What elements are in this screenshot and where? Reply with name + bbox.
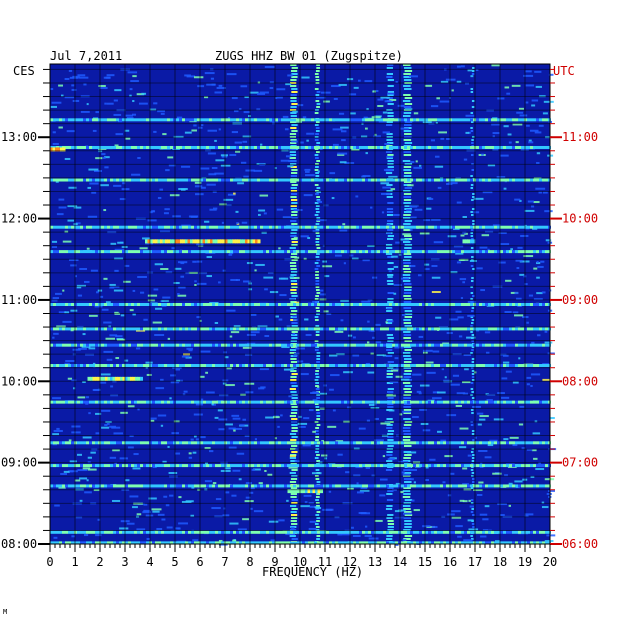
- localized-event-0: [145, 239, 261, 244]
- x-axis-title: FREQUENCY (HZ): [262, 565, 363, 579]
- x-tick-label-4: 4: [146, 555, 153, 569]
- x-tick-label-11: 11: [318, 555, 332, 569]
- right-tick-label-0: 11:00: [562, 130, 598, 144]
- left-tick-label-1: 12:00: [1, 212, 37, 226]
- x-tick-label-15: 15: [418, 555, 432, 569]
- x-tick-label-10: 10: [293, 555, 307, 569]
- x-tick-label-5: 5: [171, 555, 178, 569]
- x-tick-label-0: 0: [46, 555, 53, 569]
- right-tick-label-1: 10:00: [562, 212, 598, 226]
- right-tick-label-5: 06:00: [562, 537, 598, 551]
- header-date: Jul 7,2011: [50, 49, 122, 63]
- frequency-axis: 0 1 2 3 4 5 6 7 8 9 10 11 12 13 14 15 16 17 18 19 20: [46, 544, 557, 569]
- broadband-event-10: [50, 441, 551, 445]
- x-tick-label-14: 14: [393, 555, 407, 569]
- x-tick-label-19: 19: [518, 555, 532, 569]
- footer-mark: M: [3, 608, 7, 616]
- x-tick-label-6: 6: [196, 555, 203, 569]
- broadband-event-1: [50, 145, 551, 149]
- localized-event-1: [462, 239, 476, 244]
- broadband-event-6: [50, 327, 551, 331]
- x-tick-label-17: 17: [468, 555, 482, 569]
- left-tick-label-3: 10:00: [1, 374, 37, 388]
- x-tick-label-8: 8: [246, 555, 253, 569]
- right-time-axis: 11:00 10:00 09:00 08:00 07:00 06:00: [550, 68, 598, 551]
- right-tick-label-4: 07:00: [562, 456, 598, 470]
- grid-lines: [49, 63, 551, 545]
- plot-area: [50, 64, 557, 546]
- x-tick-label-1: 1: [71, 555, 78, 569]
- broadband-event-0: [50, 118, 551, 122]
- right-axis-label: UTC: [553, 64, 575, 78]
- x-tick-label-13: 13: [368, 555, 382, 569]
- localized-event-3: [50, 147, 66, 152]
- broadband-event-9: [50, 400, 551, 404]
- broadband-event-11: [50, 464, 551, 468]
- left-time-axis: 13:00 12:00 11:00 10:00 09:00 08:00: [1, 68, 50, 551]
- chart-title: ZUGS HHZ BW 01 (Zugspitze): [215, 49, 403, 63]
- background-texture: [50, 64, 557, 546]
- x-tick-label-12: 12: [343, 555, 357, 569]
- localized-event-2: [87, 376, 143, 381]
- broadband-event-5: [50, 303, 551, 306]
- broadband-event-13: [50, 530, 551, 534]
- left-tick-label-2: 11:00: [1, 293, 37, 307]
- x-tick-label-7: 7: [221, 555, 228, 569]
- right-tick-label-2: 09:00: [562, 293, 598, 307]
- broadband-event-14: [50, 541, 551, 545]
- x-tick-label-16: 16: [443, 555, 457, 569]
- left-tick-label-4: 09:00: [1, 456, 37, 470]
- left-tick-label-5: 08:00: [1, 537, 37, 551]
- left-tick-label-0: 13:00: [1, 130, 37, 144]
- broadband-event-2: [50, 178, 551, 182]
- x-tick-label-18: 18: [493, 555, 507, 569]
- left-axis-label: CES: [13, 64, 35, 78]
- x-tick-label-2: 2: [96, 555, 103, 569]
- localized-event-4: [287, 489, 323, 494]
- x-tick-label-9: 9: [271, 555, 278, 569]
- right-tick-label-3: 08:00: [562, 374, 598, 388]
- x-tick-label-20: 20: [543, 555, 557, 569]
- x-tick-label-3: 3: [121, 555, 128, 569]
